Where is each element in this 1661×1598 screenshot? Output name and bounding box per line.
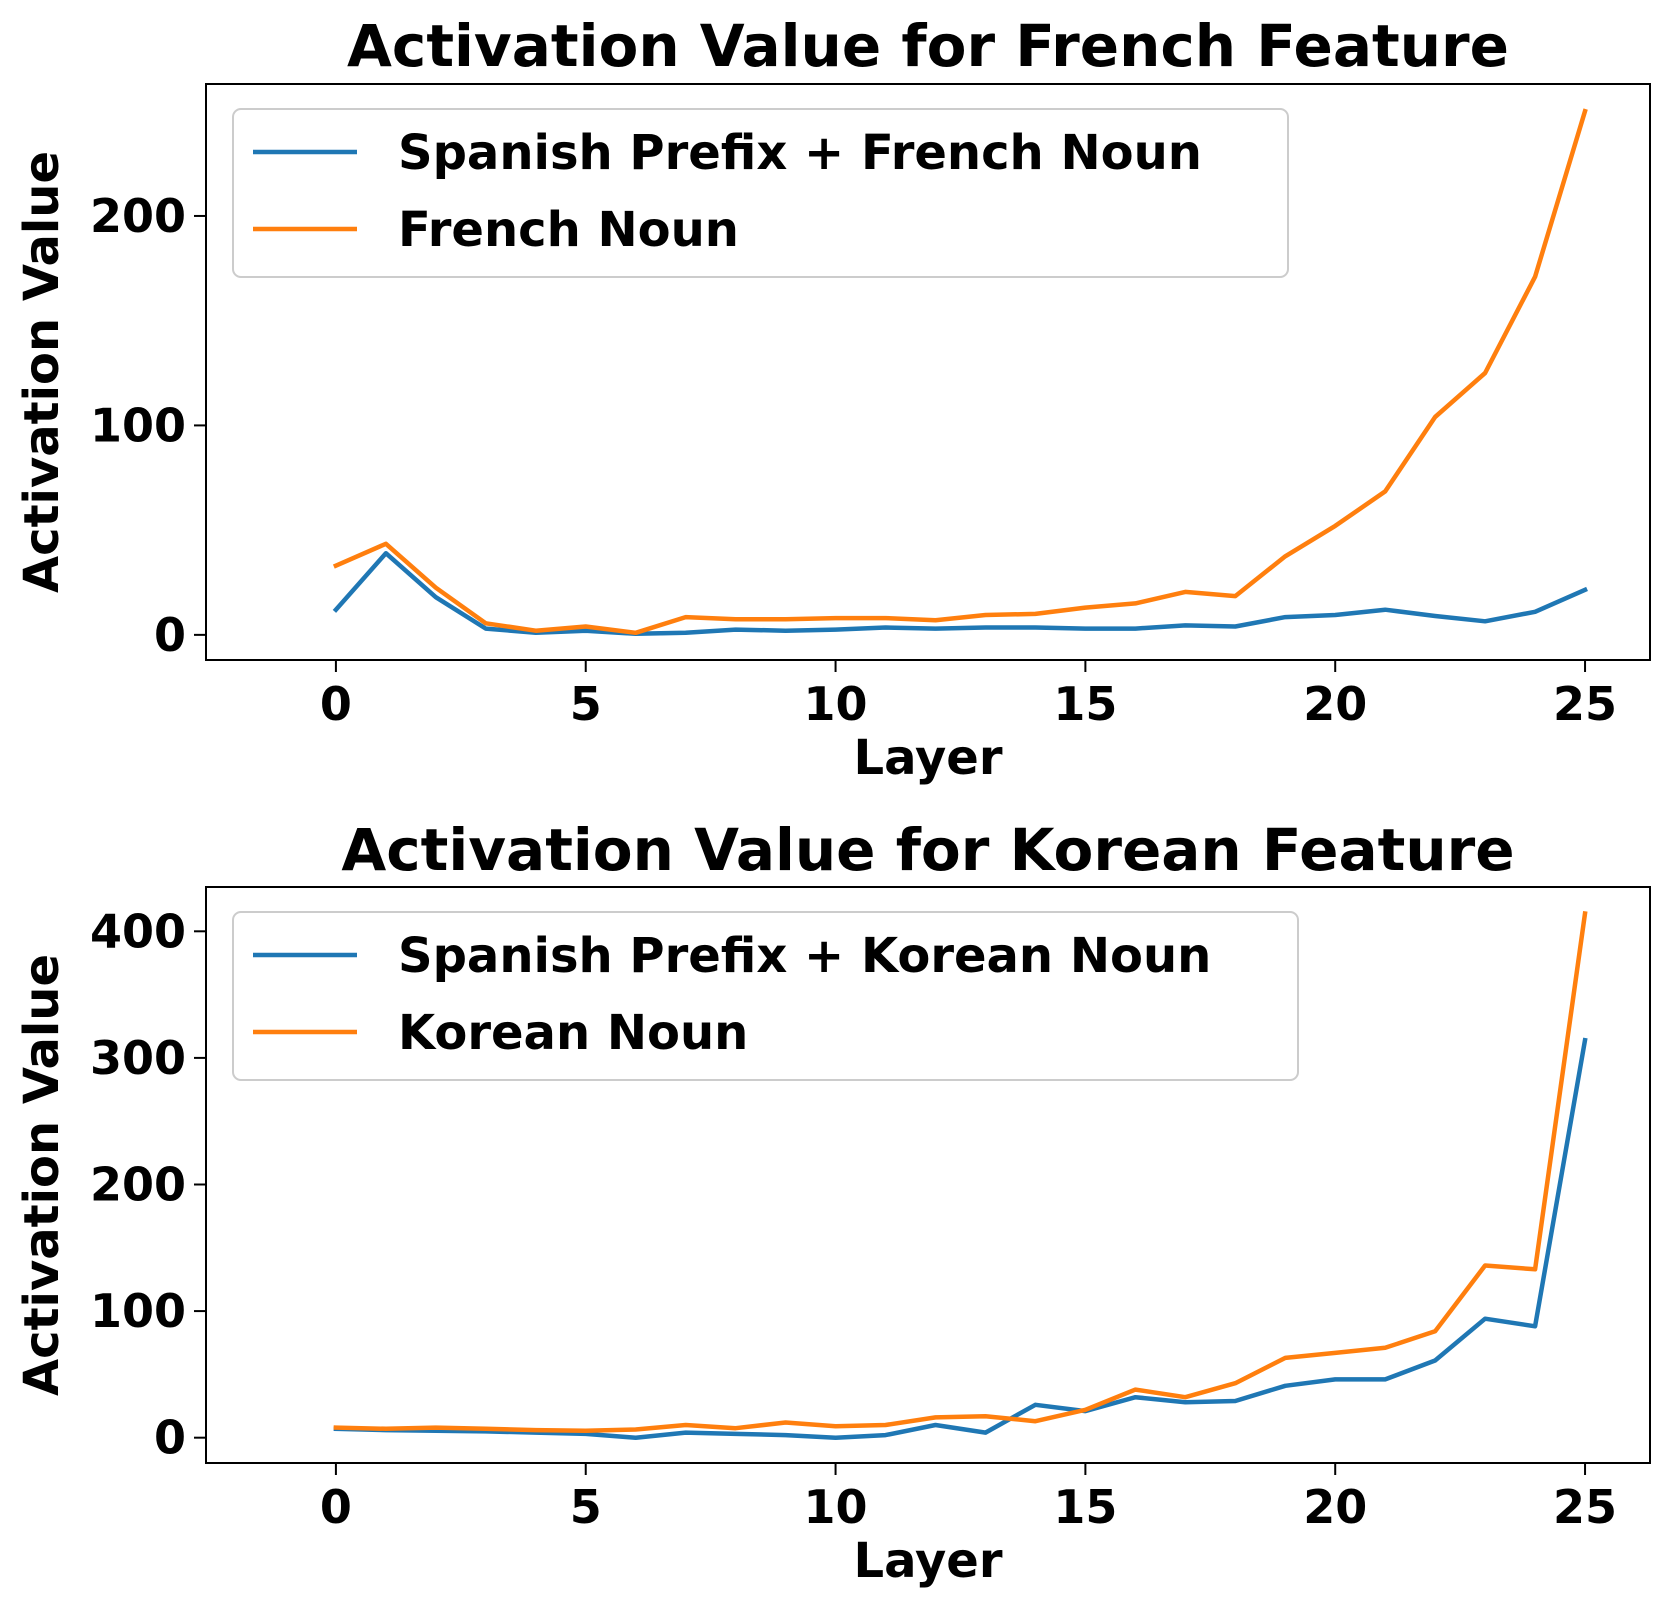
series-line-1 <box>333 1037 1588 1440</box>
x-tick-label: 20 <box>1303 1480 1367 1534</box>
series-line-2 <box>333 911 1588 1433</box>
x-tick-label: 25 <box>1553 677 1617 731</box>
chart-2: Activation Value for Korean Feature 0 5 10 1… <box>14 816 1651 1589</box>
legend: Spanish Prefix + Korean Noun Korean Noun <box>232 911 1299 1081</box>
legend-label-1: Spanish Prefix + French Noun <box>398 125 1202 181</box>
y-tick-label: 200 <box>90 189 186 243</box>
x-tick-label: 20 <box>1303 677 1367 731</box>
y-tick-label: 200 <box>90 1157 186 1211</box>
x-tick-label: 5 <box>570 1480 602 1534</box>
x-tick-label: 10 <box>804 1480 868 1534</box>
x-tick-label: 0 <box>320 677 352 731</box>
legend-label-1: Spanish Prefix + Korean Noun <box>398 928 1211 984</box>
series-line-1 <box>332 550 1588 637</box>
series-line-2 <box>332 108 1588 636</box>
axes-frame <box>205 886 1651 1464</box>
legend-box <box>232 911 1299 1081</box>
y-axis-label: Activation Value <box>14 954 70 1396</box>
chart-title: Activation Value for Korean Feature <box>341 816 1514 884</box>
x-tick-label: 15 <box>1053 1480 1117 1534</box>
y-tick-label: 400 <box>90 904 186 958</box>
axes-frame <box>205 83 1651 661</box>
legend-label-2: Korean Noun <box>398 1005 748 1061</box>
y-tick-label: 300 <box>90 1031 186 1085</box>
y-axis-label: Activation Value <box>14 151 70 593</box>
x-tick-label: 25 <box>1553 1480 1617 1534</box>
x-axis-label: Layer <box>853 1533 1002 1589</box>
x-axis-label: Layer <box>853 730 1002 786</box>
x-tick-label: 15 <box>1053 677 1117 731</box>
y-tick-label: 100 <box>90 1284 186 1338</box>
x-tick-label: 5 <box>570 677 602 731</box>
x-tick-label: 0 <box>320 1480 352 1534</box>
legend: Spanish Prefix + French Noun French Noun <box>232 108 1289 278</box>
y-tick-label: 0 <box>154 1411 186 1465</box>
y-tick-label: 0 <box>154 608 186 662</box>
series-group <box>332 108 1588 637</box>
series-group <box>333 911 1588 1440</box>
legend-label-2: French Noun <box>398 202 739 258</box>
chart-title: Activation Value for French Feature <box>347 12 1509 80</box>
chart-1: Activation Value for French Feature 0 5 10 1… <box>14 12 1651 786</box>
x-tick-label: 10 <box>804 677 868 731</box>
y-tick-label: 100 <box>90 398 186 452</box>
legend-box <box>232 108 1289 278</box>
